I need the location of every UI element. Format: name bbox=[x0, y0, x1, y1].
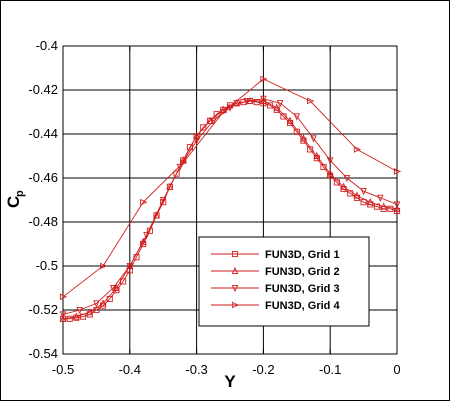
data-point bbox=[387, 205, 394, 212]
data-point bbox=[260, 75, 268, 83]
axis-ticks: -0.5 -0.4 -0.3 -0.2 -0.1 0 -0.4 -0.42 -0.44 -0.46… bbox=[28, 38, 400, 377]
data-point bbox=[260, 95, 267, 103]
legend: FUN3D, Grid 1 FUN3D, Grid 2 FUN3D, Grid 3 F… bbox=[198, 236, 370, 327]
legend-entry-3: FUN3D, Grid 3 bbox=[211, 283, 340, 295]
data-point bbox=[139, 237, 147, 245]
data-point bbox=[59, 314, 67, 322]
legend-marker bbox=[231, 266, 239, 275]
data-point bbox=[93, 300, 100, 308]
data-point bbox=[76, 306, 83, 315]
data-point bbox=[73, 312, 80, 320]
plot-area bbox=[62, 45, 398, 355]
legend-entry-2: FUN3D, Grid 2 bbox=[211, 266, 340, 278]
data-point bbox=[377, 194, 384, 202]
data-point bbox=[260, 96, 267, 105]
y-tick-label: -0.44 bbox=[28, 126, 58, 141]
data-point bbox=[140, 198, 148, 206]
data-point bbox=[193, 137, 200, 145]
data-point bbox=[99, 299, 107, 307]
data-point bbox=[126, 262, 134, 271]
y-axis-label: C p bbox=[4, 190, 26, 208]
data-point bbox=[73, 314, 80, 321]
x-tick-label: -0.5 bbox=[52, 362, 74, 377]
data-point bbox=[243, 97, 250, 106]
data-point bbox=[276, 100, 284, 108]
legend-marker bbox=[231, 284, 239, 293]
data-point bbox=[293, 113, 301, 121]
data-point bbox=[326, 169, 334, 177]
data-point bbox=[393, 204, 401, 212]
y-tick-label: -0.5 bbox=[36, 258, 58, 273]
legend-label: FUN3D, Grid 4 bbox=[265, 300, 340, 312]
series-line bbox=[62, 78, 398, 298]
data-point bbox=[180, 159, 188, 166]
data-point bbox=[59, 311, 67, 319]
data-point bbox=[166, 182, 174, 190]
data-point bbox=[220, 108, 228, 116]
x-tick-label: -0.3 bbox=[185, 362, 207, 377]
data-point bbox=[393, 201, 401, 209]
series-group bbox=[59, 75, 402, 322]
data-point bbox=[310, 135, 317, 143]
data-point bbox=[206, 116, 214, 124]
data-point bbox=[286, 116, 294, 124]
data-point bbox=[360, 199, 367, 206]
y-tick-label: -0.54 bbox=[28, 346, 58, 361]
y-tick-label: -0.52 bbox=[28, 302, 58, 317]
data-point bbox=[193, 132, 200, 140]
data-point bbox=[200, 124, 207, 131]
data-point bbox=[393, 168, 402, 175]
y-tick-label: -0.48 bbox=[28, 214, 58, 229]
data-point bbox=[307, 97, 315, 105]
data-point bbox=[273, 103, 281, 111]
legend-label: FUN3D, Grid 3 bbox=[265, 283, 340, 295]
data-point bbox=[360, 188, 367, 196]
legend-marker bbox=[231, 250, 239, 258]
legend-marker bbox=[231, 301, 240, 309]
data-point bbox=[66, 315, 73, 322]
legend-entry-1: FUN3D, Grid 1 bbox=[211, 249, 340, 261]
legend-label: FUN3D, Grid 1 bbox=[265, 249, 340, 261]
legend-label: FUN3D, Grid 2 bbox=[265, 266, 340, 278]
data-point bbox=[100, 262, 108, 270]
data-point bbox=[173, 170, 180, 177]
series-3 bbox=[59, 95, 401, 319]
data-point bbox=[153, 211, 160, 219]
data-point bbox=[326, 157, 334, 165]
data-point bbox=[340, 182, 347, 190]
data-point bbox=[313, 151, 321, 160]
series-4 bbox=[59, 75, 402, 301]
data-point bbox=[213, 111, 220, 118]
data-point bbox=[233, 99, 240, 107]
x-tick-label: 0 bbox=[393, 362, 400, 377]
y-axis-label-main: C bbox=[4, 196, 23, 208]
y-axis-label-subscript: p bbox=[14, 190, 26, 197]
series-line bbox=[62, 98, 398, 315]
data-point bbox=[300, 134, 307, 142]
y-tick-label: -0.42 bbox=[28, 82, 58, 97]
data-point bbox=[86, 308, 94, 316]
data-point bbox=[109, 284, 117, 293]
x-axis-label: Y bbox=[224, 372, 236, 391]
data-point bbox=[59, 293, 68, 301]
x-tick-label: -0.4 bbox=[119, 362, 141, 377]
data-point bbox=[380, 202, 387, 210]
data-point bbox=[210, 117, 217, 125]
legend-box bbox=[198, 236, 370, 327]
data-point bbox=[113, 283, 120, 292]
data-point bbox=[343, 174, 351, 183]
data-point bbox=[353, 191, 361, 199]
legend-entry-4: FUN3D, Grid 4 bbox=[211, 300, 340, 312]
y-tick-label: -0.4 bbox=[36, 38, 58, 53]
data-point bbox=[353, 146, 362, 153]
data-point bbox=[366, 198, 374, 206]
data-point bbox=[143, 232, 150, 240]
x-tick-label: -0.1 bbox=[319, 362, 341, 377]
y-tick-label: -0.46 bbox=[28, 170, 58, 185]
x-tick-label: -0.2 bbox=[252, 362, 274, 377]
data-point bbox=[159, 196, 167, 205]
